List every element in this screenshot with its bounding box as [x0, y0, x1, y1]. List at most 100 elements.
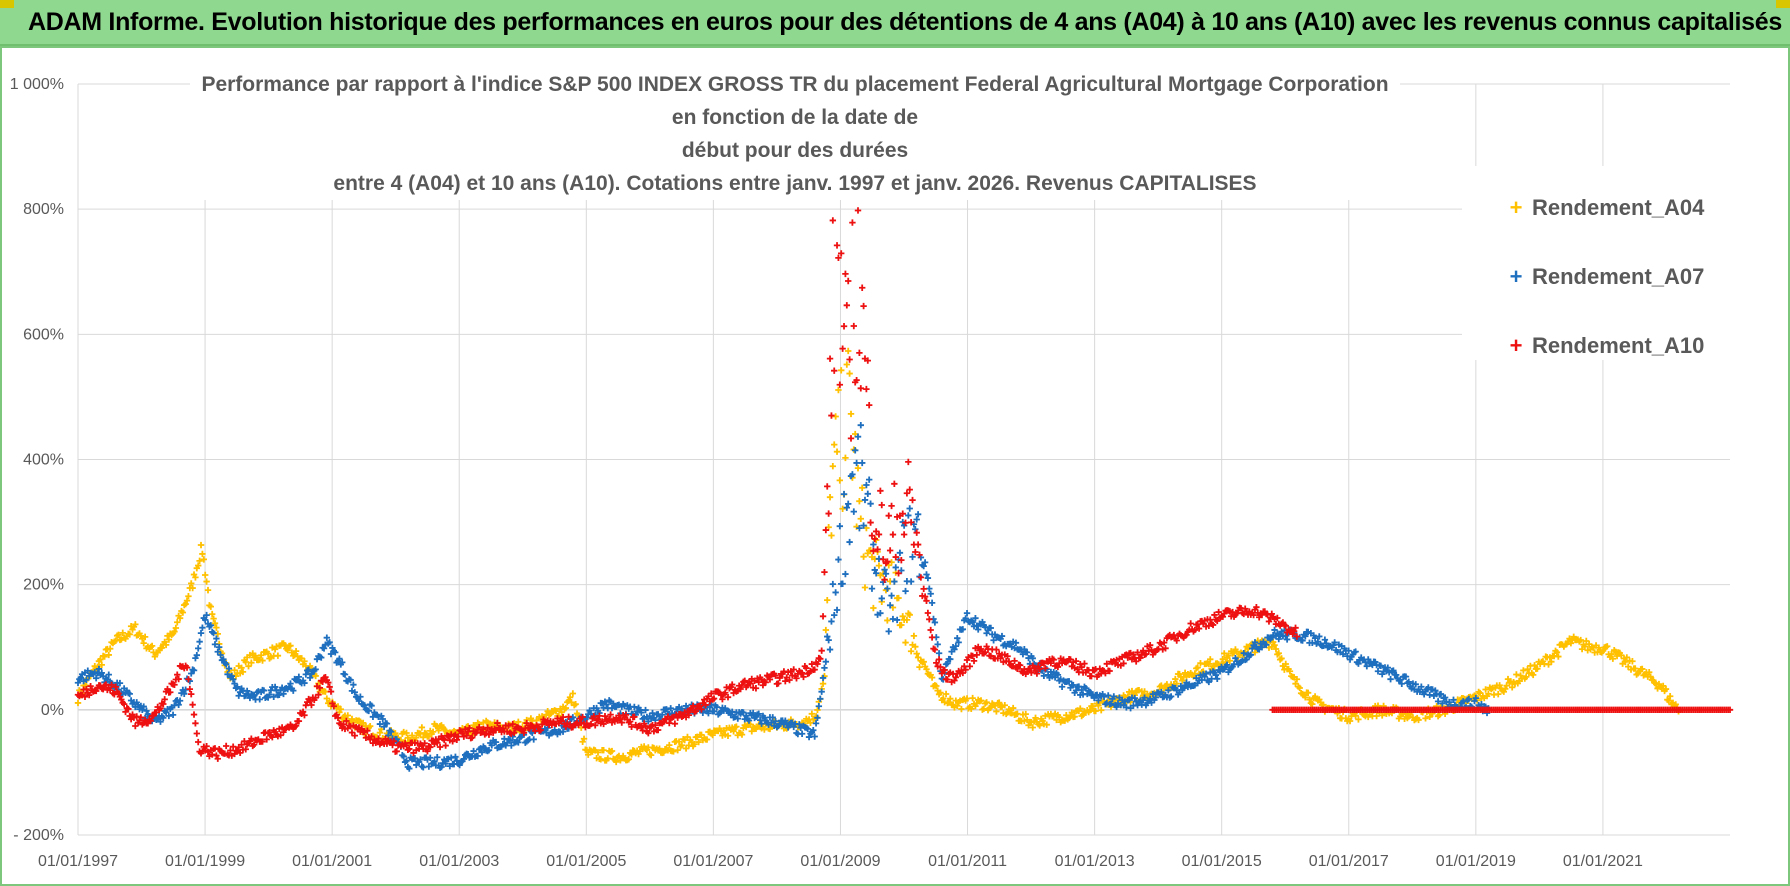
rendement-a07-point [920, 562, 927, 570]
rendement-a04-point [252, 652, 259, 659]
rendement-a10-point [961, 663, 968, 670]
rendement-a07-point [95, 665, 103, 673]
legend-label-a10: Rendement_A10 [1532, 333, 1705, 358]
rendement-a04-point [858, 484, 866, 492]
rendement-a04-point [1522, 673, 1530, 681]
rendement-a10-point [642, 722, 649, 730]
rendement-a07-point [836, 522, 844, 530]
rendement-a07-point [858, 459, 866, 467]
rendement-a07-point [1248, 645, 1256, 652]
rendement-a07-point [815, 703, 823, 710]
rendement-a07-point [235, 692, 242, 699]
rendement-a04-point [572, 700, 579, 708]
rendement-a07-point [351, 689, 358, 696]
rendement-a07-point [478, 749, 486, 756]
rendement-a10-point [315, 691, 322, 698]
rendement-a10-point [389, 741, 396, 749]
rendement-a07-point [1251, 639, 1259, 646]
rendement-a07-point [882, 570, 890, 577]
rendement-a07-point [1465, 695, 1473, 703]
rendement-a07-point [755, 710, 762, 718]
rendement-a07-point [1165, 687, 1172, 694]
rendement-a07-point [400, 753, 407, 760]
rendement-a07-point [403, 757, 410, 765]
rendement-a07-point [332, 649, 339, 656]
rendement-a07-point [772, 718, 779, 725]
rendement-a04-point [913, 650, 920, 657]
rendement-a10-point [692, 707, 700, 715]
rendement-a07-point [175, 701, 182, 708]
rendement-a10-point [891, 480, 898, 488]
rendement-a07-point [162, 709, 170, 716]
rendement-a04-point [176, 615, 184, 622]
rendement-a10-point [171, 681, 178, 688]
rendement-a04-point [1014, 710, 1021, 717]
rendement-a10-point [368, 733, 375, 740]
rendement-a10-point [263, 736, 270, 743]
rendement-a07-point [912, 526, 919, 533]
rendement-a04-point [1577, 636, 1584, 644]
rendement-a10-point [1088, 672, 1095, 680]
rendement-a04-point [1068, 709, 1076, 716]
rendement-a10-point [250, 741, 258, 748]
rendement-a10-point [343, 717, 350, 725]
rendement-a10-point [222, 742, 230, 750]
rendement-a07-point [1100, 693, 1108, 700]
rendement-a04-point [703, 736, 711, 743]
rendement-a10-point [842, 270, 849, 278]
rendement-a04-point [141, 633, 149, 641]
rendement-a10-point [772, 672, 779, 679]
rendement-a07-point [959, 626, 967, 633]
rendement-a07-point [139, 706, 146, 714]
rendement-a04-point [826, 493, 834, 501]
rendement-a04-point [1622, 658, 1629, 666]
rendement-a07-point [350, 681, 357, 688]
rendement-a10-point [1195, 625, 1203, 632]
rendement-a04-point [74, 699, 82, 707]
rendement-a04-point [1524, 666, 1531, 673]
rendement-a10-point [639, 727, 646, 734]
rendement-a07-point [213, 635, 220, 642]
rendement-a10-point [762, 679, 769, 686]
rendement-a10-point [952, 674, 960, 681]
rendement-a10-point [375, 735, 382, 742]
rendement-a10-point [108, 681, 115, 689]
rendement-a04-point [366, 722, 374, 730]
rendement-a04-point [860, 553, 867, 560]
rendement-a04-point [348, 715, 356, 723]
rendement-a07-point [1146, 695, 1154, 703]
rendement-a04-point [126, 631, 133, 638]
rendement-a10-point [453, 736, 461, 744]
rendement-a04-point [898, 621, 905, 629]
rendement-a04-point [208, 610, 216, 618]
rendement-a10-point [484, 724, 491, 731]
rendement-a10-point [969, 652, 976, 660]
rendement-a04-point [1485, 690, 1492, 698]
rendement-a10-point [330, 703, 338, 710]
legend-item-a10[interactable]: + Rendement_A10 [1506, 326, 1705, 366]
rendement-a10-point [817, 655, 824, 663]
rendement-a04-point [884, 617, 891, 624]
rendement-a07-point [1412, 681, 1419, 688]
rendement-a10-point [259, 738, 266, 745]
rendement-a04-point [807, 719, 814, 727]
chart-title-line-3: entre 4 (A04) et 10 ans (A10). Cotations… [333, 172, 1257, 195]
rendement-a07-point [826, 646, 834, 653]
rendement-a04-point [923, 666, 930, 673]
rendement-a10-point [845, 277, 852, 285]
legend-item-a07[interactable]: + Rendement_A07 [1506, 257, 1705, 297]
rendement-a10-point [192, 720, 199, 727]
rendement-a04-point [1089, 703, 1097, 710]
rendement-a10-point [120, 700, 128, 708]
rendement-a07-point [814, 714, 821, 722]
rendement-a04-point [203, 578, 210, 585]
rendement-a04-point [408, 732, 416, 739]
rendement-a04-point [1098, 706, 1105, 714]
rendement-a04-point [831, 441, 838, 448]
y-tick-label: 1 000% [10, 76, 64, 93]
legend-item-a04[interactable]: + Rendement_A04 [1506, 188, 1705, 228]
rendement-a04-point [1529, 671, 1537, 679]
rendement-a04-point [597, 756, 604, 763]
rendement-a04-point [172, 624, 180, 632]
rendement-a04-point [344, 712, 351, 719]
